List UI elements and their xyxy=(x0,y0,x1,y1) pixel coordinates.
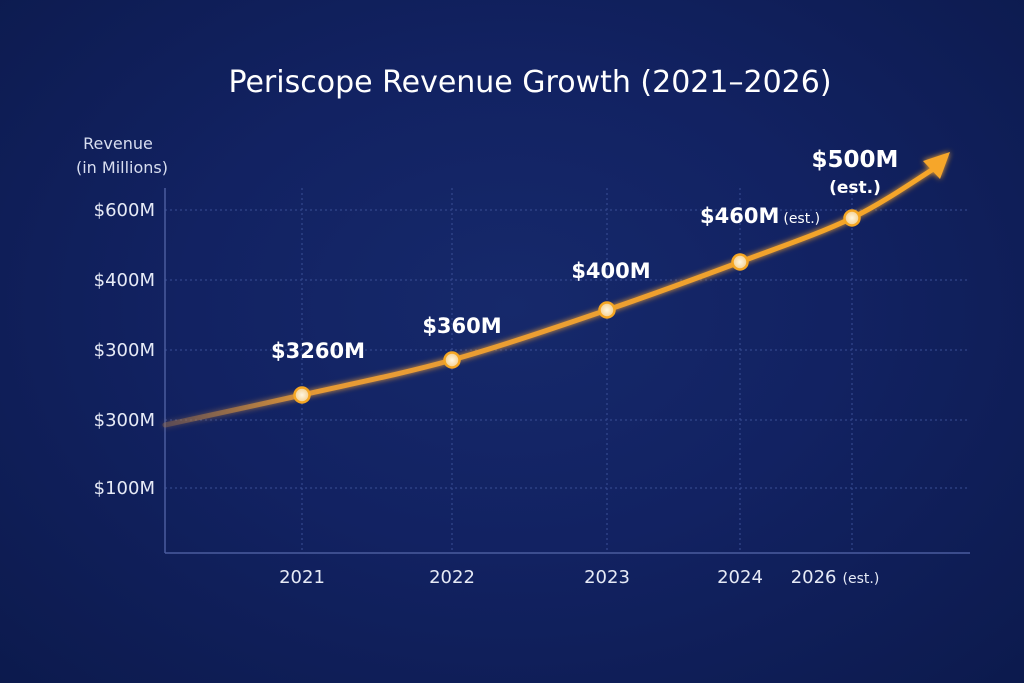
x-tick-label: 2026 (est.) xyxy=(791,567,880,588)
y-tick-label: $400M xyxy=(94,270,155,291)
grid xyxy=(165,188,970,553)
arrow-head-icon xyxy=(923,152,950,179)
data-label: $3260M xyxy=(271,339,365,363)
data-point xyxy=(598,301,616,319)
data-point xyxy=(293,386,311,404)
y-ticks: $600M $400M $300M $300M $100M xyxy=(94,200,155,499)
data-label: $500M xyxy=(812,147,899,173)
x-tick-label: 2023 xyxy=(584,567,630,588)
y-tick-label: $600M xyxy=(94,200,155,221)
data-label: $460M (est.) xyxy=(700,204,820,228)
y-tick-label: $300M xyxy=(94,340,155,361)
data-label: $400M xyxy=(571,259,650,283)
y-axis-unit: (in Millions) xyxy=(76,158,168,177)
x-tick-label: 2022 xyxy=(429,567,475,588)
data-point xyxy=(731,253,749,271)
data-point xyxy=(843,209,861,227)
chart-title: Periscope Revenue Growth (2021–2026) xyxy=(228,65,831,100)
y-axis-title: Revenue xyxy=(83,134,153,153)
data-point xyxy=(443,351,461,369)
data-label-note: (est.) xyxy=(829,178,881,198)
data-labels: $3260M $360M $400M $460M (est.) $500M (est.) xyxy=(271,147,898,363)
series-line xyxy=(162,165,938,428)
data-points xyxy=(293,209,861,404)
x-ticks: 2021 2022 2023 2024 2026 (est.) xyxy=(279,567,879,588)
y-tick-label: $100M xyxy=(94,478,155,499)
y-tick-label: $300M xyxy=(94,410,155,431)
x-tick-label: 2024 xyxy=(717,567,763,588)
x-tick-label: 2021 xyxy=(279,567,325,588)
data-label: $360M xyxy=(422,314,501,338)
